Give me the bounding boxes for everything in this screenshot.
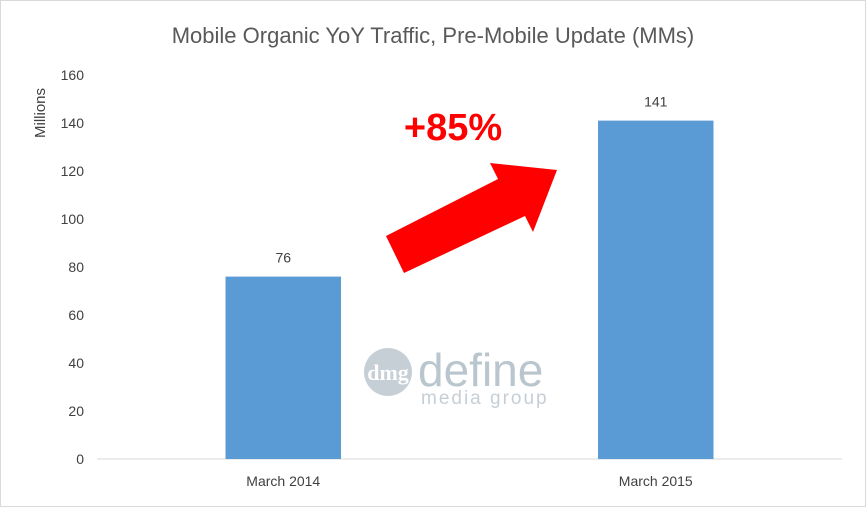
y-tick-label: 20 (68, 403, 84, 419)
growth-arrow-icon (386, 163, 557, 273)
x-tick-label: March 2015 (619, 473, 693, 489)
chart-title: Mobile Organic YoY Traffic, Pre-Mobile U… (172, 23, 695, 48)
watermark-name: define (418, 344, 543, 396)
y-axis-label: Millions (32, 88, 49, 138)
bar (598, 120, 714, 459)
svg-text:dmg: dmg (367, 360, 409, 385)
y-tick-label: 40 (68, 355, 84, 371)
y-tick-label: 140 (61, 115, 85, 131)
growth-annotation: +85% (404, 107, 502, 149)
bar-data-label: 76 (275, 250, 291, 266)
y-tick-label: 100 (61, 211, 85, 227)
watermark-tagline: media group (421, 388, 549, 409)
y-tick-label: 0 (76, 451, 84, 467)
y-tick-label: 60 (68, 307, 84, 323)
bar (225, 276, 341, 459)
bar-data-label: 141 (644, 94, 668, 110)
y-tick-label: 160 (61, 67, 85, 83)
bar-series: 76 March 2014 141 March 2015 (225, 94, 714, 489)
watermark: dmg define media group (364, 344, 549, 409)
y-tick-label: 120 (61, 163, 85, 179)
x-tick-label: March 2014 (246, 473, 320, 489)
y-tick-label: 80 (68, 259, 84, 275)
y-axis-ticks: 0 20 40 60 80 100 120 140 160 (61, 67, 85, 467)
watermark-logo-icon: dmg (364, 348, 412, 396)
